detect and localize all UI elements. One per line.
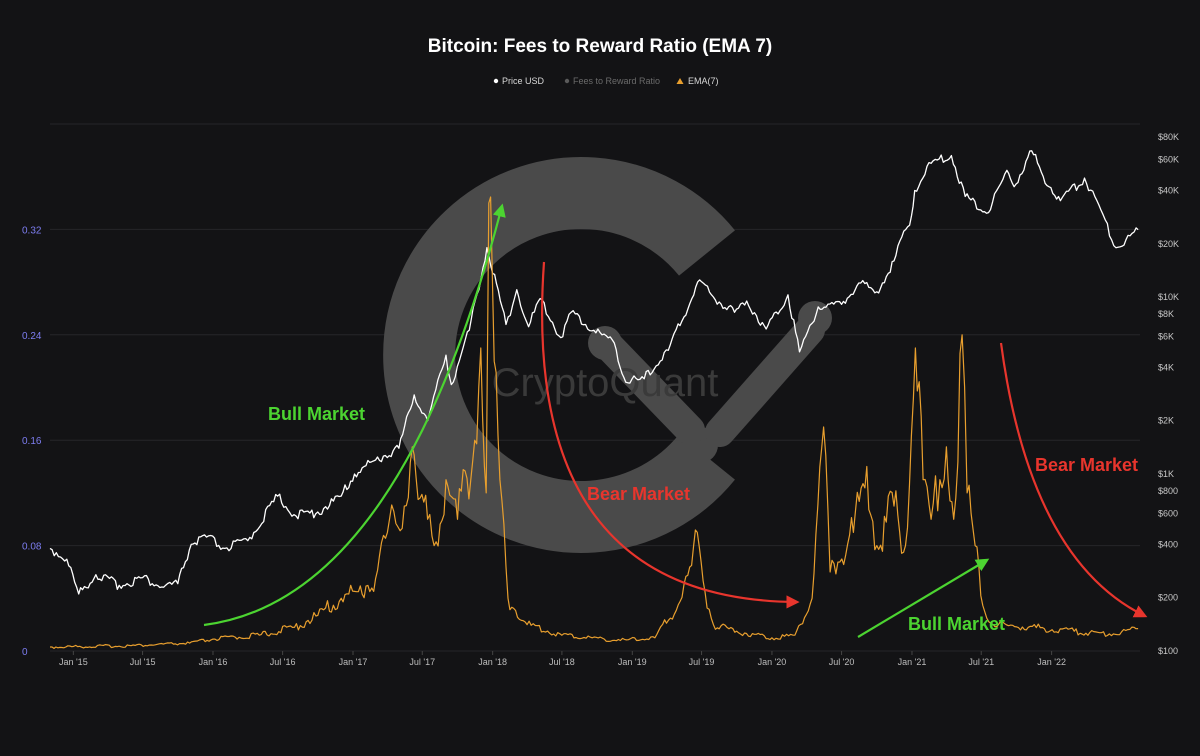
annotation-bear-market-2: Bear Market xyxy=(1035,455,1138,475)
x-tick-label-12: Jan '21 xyxy=(898,657,927,667)
y-right-tick-13: $200 xyxy=(1158,593,1178,603)
watermark-stroke-b xyxy=(705,315,825,447)
legend-label-fees-ratio[interactable]: Fees to Reward Ratio xyxy=(573,76,660,86)
y-left-tick-4: 0.32 xyxy=(22,225,42,236)
x-tick-label-6: Jan '18 xyxy=(478,657,507,667)
y-right-tick-5: $8K xyxy=(1158,309,1174,319)
y-left-tick-2: 0.16 xyxy=(22,436,42,447)
y-right-tick-12: $400 xyxy=(1158,539,1178,549)
y-right-tick-3: $20K xyxy=(1158,239,1179,249)
x-tick-label-5: Jul '17 xyxy=(409,657,435,667)
x-tick-label-8: Jan '19 xyxy=(618,657,647,667)
watermark-text: CryptoQuant xyxy=(492,361,719,405)
y-right-tick-8: $2K xyxy=(1158,416,1174,426)
x-tick-label-10: Jan '20 xyxy=(758,657,787,667)
bear-arrow-2 xyxy=(999,342,1148,618)
series-line-1 xyxy=(50,196,1139,649)
x-tick-label-9: Jul '19 xyxy=(689,657,715,667)
legend-label-price[interactable]: Price USD xyxy=(502,76,545,86)
y-right-tick-11: $600 xyxy=(1158,508,1178,518)
annotation-bear-market-1: Bear Market xyxy=(587,484,690,504)
chart-title: Bitcoin: Fees to Reward Ratio (EMA 7) xyxy=(428,36,773,57)
y-right-tick-4: $10K xyxy=(1158,292,1179,302)
x-tick-label-11: Jul '20 xyxy=(829,657,855,667)
y-right-tick-10: $800 xyxy=(1158,486,1178,496)
y-right-tick-0: $80K xyxy=(1158,132,1179,142)
x-tick-label-13: Jul '21 xyxy=(968,657,994,667)
y-right-tick-2: $40K xyxy=(1158,185,1179,195)
legend[interactable]: Price USD Fees to Reward Ratio EMA(7) xyxy=(493,76,719,86)
y-left-tick-1: 0.08 xyxy=(22,542,42,553)
y-right-tick-6: $6K xyxy=(1158,331,1174,341)
x-tick-label-14: Jan '22 xyxy=(1037,657,1066,667)
x-tick-label-3: Jul '16 xyxy=(270,657,296,667)
watermark-logo: CryptoQuant xyxy=(383,157,832,553)
y-right-tick-9: $1K xyxy=(1158,469,1174,479)
y-axis-right: $80K $60K $40K $20K $10K $8K $6K $4K $2K $1K $800 $… xyxy=(1158,132,1179,656)
legend-label-ema[interactable]: EMA(7) xyxy=(688,76,719,86)
legend-marker-fees-ratio xyxy=(564,78,570,84)
bull-arrow-1 xyxy=(203,203,506,627)
watermark-stroke-a xyxy=(591,328,705,445)
x-tick-label-4: Jan '17 xyxy=(339,657,368,667)
x-tick-label-2: Jan '16 xyxy=(199,657,228,667)
x-tick-label-0: Jan '15 xyxy=(59,657,88,667)
y-right-tick-1: $60K xyxy=(1158,154,1179,164)
y-right-tick-14: $100 xyxy=(1158,646,1178,656)
annotations: Bull Market Bear Market Bull Market Bear… xyxy=(203,203,1148,638)
legend-marker-price xyxy=(493,78,499,84)
annotation-bull-market-2: Bull Market xyxy=(908,614,1005,634)
legend-marker-ema xyxy=(676,78,684,84)
series-layer xyxy=(49,150,1139,649)
x-axis: Jan '15 Jul '15 Jan '16 Jul '16 Jan '17 Jul '… xyxy=(59,651,1066,667)
x-tick-label-1: Jul '15 xyxy=(130,657,156,667)
watermark-ring xyxy=(383,157,735,553)
bull-arrow-2 xyxy=(857,558,990,638)
y-right-tick-7: $4K xyxy=(1158,362,1174,372)
y-left-tick-0: 0 xyxy=(22,647,28,658)
y-axis-left: 0 0.08 0.16 0.24 0.32 xyxy=(22,225,42,658)
bear-arrow-1 xyxy=(540,261,800,609)
series-line-0 xyxy=(49,150,1139,595)
annotation-bull-market-1: Bull Market xyxy=(268,404,365,424)
y-left-tick-3: 0.24 xyxy=(22,331,42,342)
x-tick-label-7: Jul '18 xyxy=(549,657,575,667)
